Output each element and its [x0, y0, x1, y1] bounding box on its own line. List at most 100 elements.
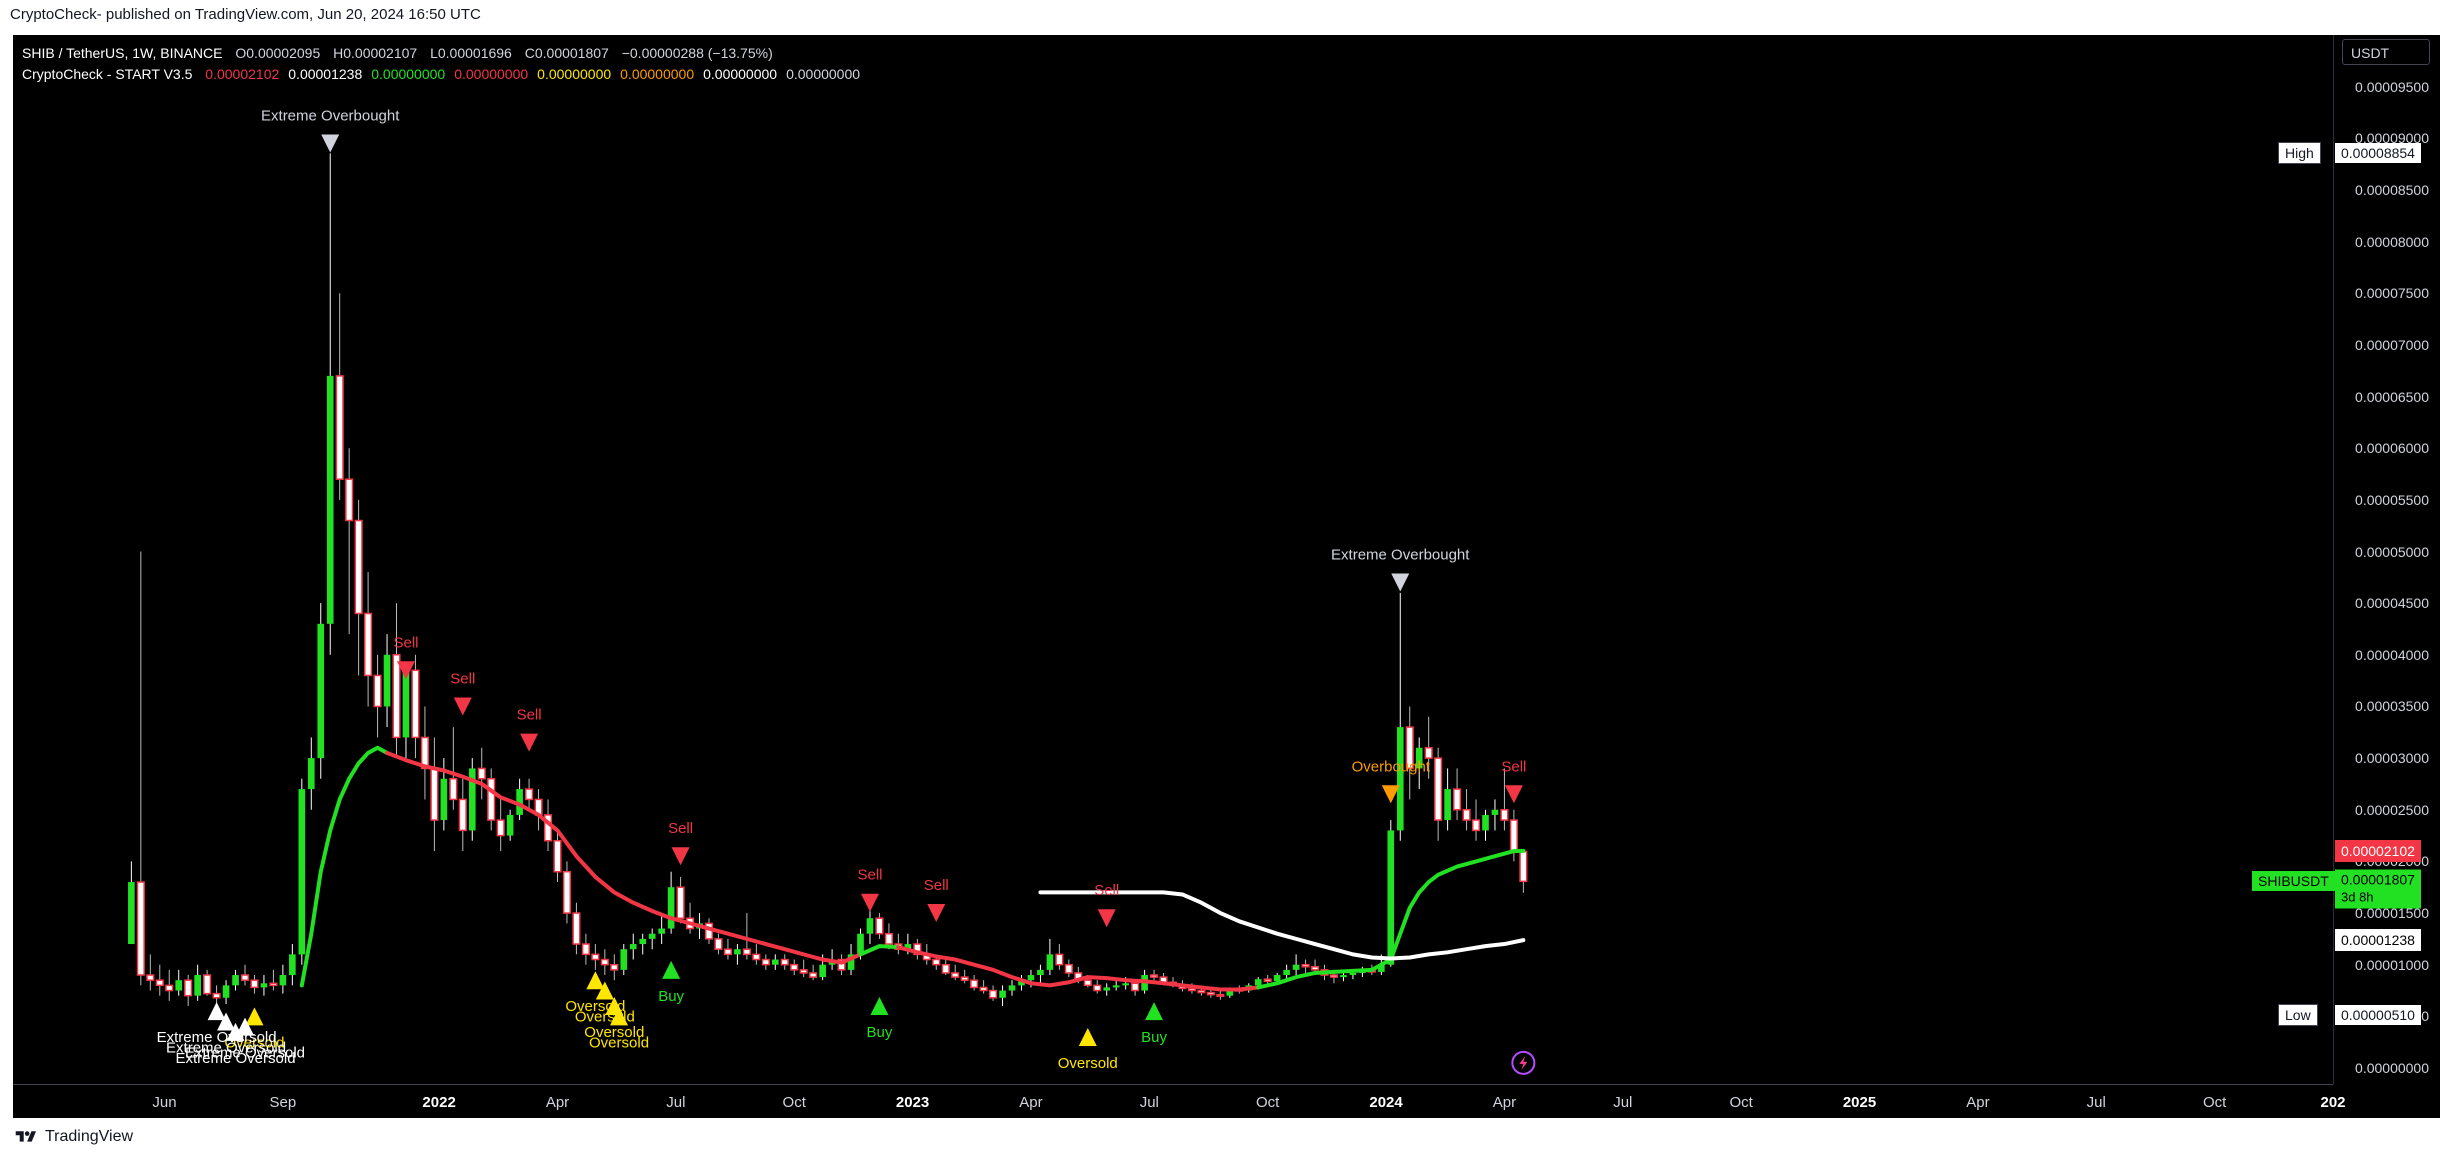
candle-40 — [506, 814, 514, 836]
signal-label-16: Oversold — [584, 1024, 644, 1041]
signal-label-3: Sell — [450, 670, 475, 687]
candle-116 — [1226, 989, 1234, 996]
price-chart-svg[interactable]: Extreme Overbought Extreme Overbought Sell… — [13, 35, 2333, 1084]
signal-label-12: Buy — [867, 1024, 893, 1041]
trend-line-segment-4 — [1256, 848, 1526, 990]
candle-78 — [866, 918, 874, 934]
signal-label-22: Extreme Oversold — [176, 1050, 296, 1067]
candle-66 — [752, 953, 761, 961]
candle-128 — [1340, 975, 1347, 978]
indicator-name[interactable]: CryptoCheck - START V3.5 — [22, 66, 193, 82]
signal-marker-extreme_overbought-1 — [1391, 573, 1410, 592]
time-tick-label: 2023 — [895, 1094, 930, 1111]
trend-line-segment-0 — [299, 745, 390, 988]
candle-120 — [1263, 978, 1272, 982]
ohlc-close: C0.00001807 — [524, 45, 609, 61]
price-tick-label: 0.00003500 — [2355, 698, 2429, 715]
candle-1 — [136, 881, 145, 976]
price-tick-label: 0.00005000 — [2355, 543, 2429, 560]
symbol-legend-row[interactable]: SHIB / TetherUS, 1W, BINANCE O0.00002095… — [22, 43, 869, 64]
candle-52 — [620, 949, 628, 970]
plot-area[interactable]: Extreme Overbought Extreme Overbought Sell… — [13, 35, 2333, 1084]
candle-55 — [648, 933, 656, 939]
candle-14 — [260, 983, 268, 988]
baseline-line-1 — [1038, 890, 1526, 961]
candle-69 — [780, 958, 789, 966]
candle-8 — [203, 974, 212, 995]
candle-16 — [279, 975, 287, 986]
price-tag-value: 0.00001238 — [2341, 932, 2415, 949]
candle-48 — [581, 943, 590, 956]
candle-73 — [819, 964, 826, 978]
signal-label-2: Sell — [393, 634, 418, 651]
candle-46 — [562, 870, 572, 914]
candle-28 — [392, 654, 401, 739]
currency-selector[interactable]: USDT — [2342, 39, 2430, 65]
candle-124 — [1301, 963, 1310, 968]
signal-marker-extreme_oversold-21 — [217, 1012, 236, 1031]
candle-20 — [317, 623, 325, 759]
indicator-value-3: 0.00000000 — [454, 66, 529, 82]
chart-container[interactable]: Extreme Overbought Extreme Overbought Sell… — [13, 35, 2440, 1118]
price-tick-label: 0.00003000 — [2355, 750, 2429, 767]
indicator-value-5: 0.00000000 — [620, 66, 695, 82]
candle-72 — [809, 972, 818, 978]
time-tick-label: Oct — [782, 1094, 806, 1111]
candle-29 — [402, 670, 410, 738]
price-tick-label: 0.00000000 — [2355, 1060, 2429, 1076]
candle-49 — [591, 953, 600, 961]
candle-76 — [847, 954, 855, 970]
price-tick-label: 0.00007000 — [2355, 336, 2429, 353]
symbol-title[interactable]: SHIB / TetherUS, 1W, BINANCE — [22, 45, 223, 61]
ohlc-open: O0.00002095 — [235, 45, 321, 61]
candle-51 — [610, 963, 619, 971]
candle-21 — [326, 375, 334, 624]
signal-label-10: Overbought — [1352, 758, 1431, 775]
time-tick-label: Jul — [2086, 1094, 2106, 1111]
candle-85 — [932, 958, 941, 966]
signal-label-21: Extreme Oversold — [166, 1040, 286, 1057]
candle-140 — [1453, 788, 1462, 811]
indicator-legend-row[interactable]: CryptoCheck - START V3.5 0.00002102 0.000… — [22, 64, 869, 85]
time-tick-label: 202 — [2320, 1094, 2346, 1111]
time-tick-label: 2024 — [1369, 1094, 1403, 1111]
candle-139 — [1444, 789, 1451, 821]
candle-95 — [1027, 975, 1035, 981]
candle-32 — [430, 767, 439, 821]
candle-93 — [1008, 985, 1016, 991]
signal-label-17: Oversold — [589, 1034, 649, 1051]
price-axis[interactable]: USDT 0.00009500 0.00009000 0.00008500 0.000… — [2252, 35, 2441, 1084]
bar-countdown: 3d 8h — [2341, 889, 2374, 905]
price-tick-label: 0.00005500 — [2355, 491, 2429, 508]
candle-103 — [1103, 987, 1111, 991]
signal-marker-sell-2 — [396, 661, 415, 680]
candle-5 — [175, 980, 183, 991]
candle-113 — [1197, 989, 1206, 994]
high-tag-label: High — [2278, 142, 2321, 165]
time-axis[interactable]: Jun Sep 2022 Apr Jul Oct 2023 Apr Jul Oct 2024 Apr J… — [13, 1084, 2346, 1119]
signal-label-9: Sell — [1501, 758, 1526, 775]
candle-65 — [742, 948, 751, 956]
candle-47 — [572, 912, 581, 945]
candle-115 — [1216, 993, 1225, 997]
price-tick-label: 0.00007500 — [2355, 285, 2429, 302]
trend-line-segment-2 — [858, 944, 901, 957]
time-tick-label: Oct — [2202, 1094, 2227, 1111]
candle-136 — [1415, 747, 1423, 769]
candle-122 — [1283, 969, 1290, 976]
candle-10 — [222, 985, 230, 998]
signal-marker-oversold-17 — [610, 1007, 629, 1026]
candle-123 — [1292, 964, 1300, 970]
candle-18 — [298, 789, 306, 955]
candle-71 — [799, 969, 808, 974]
low-tag-value: 0.00000510 — [2335, 1005, 2421, 1026]
time-tick-label: Jul — [1613, 1094, 1633, 1111]
candle-53 — [629, 944, 637, 950]
candle-127 — [1329, 974, 1339, 978]
signal-label-0: Extreme Overbought — [261, 107, 400, 124]
signal-marker-sell-8 — [1097, 909, 1116, 928]
signal-marker-oversold-15 — [595, 981, 614, 1000]
candle-54 — [639, 938, 647, 945]
candle-114 — [1206, 991, 1215, 996]
time-tick-label: 2025 — [1842, 1094, 1877, 1111]
